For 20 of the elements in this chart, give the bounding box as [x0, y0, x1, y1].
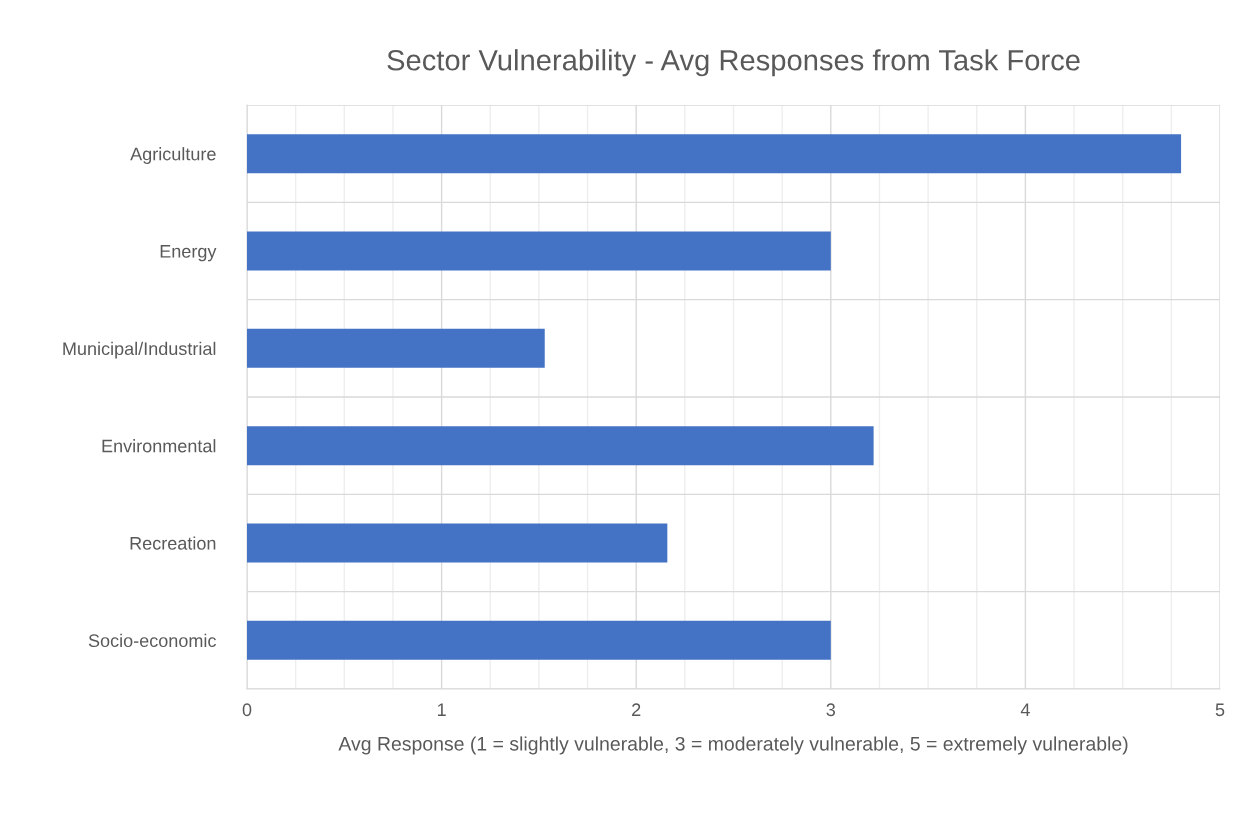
bar [247, 426, 874, 466]
x-tick-label: 5 [1215, 703, 1225, 717]
bar [247, 523, 668, 563]
bar [247, 328, 545, 368]
x-axis-title: Avg Response (1 = slightly vulnerable, 3 = moderately vulnerable, 5 = extremely vulnerable) [338, 736, 1128, 755]
x-tick-label: 2 [632, 703, 641, 716]
x-tick-label: 0 [242, 703, 252, 717]
bar [247, 620, 831, 660]
y-tick-label: Municipal/Industrial [63, 341, 216, 359]
x-tick-label: 4 [1020, 703, 1030, 716]
y-tick-label: Agriculture [130, 147, 216, 164]
bar [247, 134, 1182, 174]
bar [247, 231, 831, 271]
x-tick-label: 3 [826, 703, 836, 717]
chart-title: Sector Vulnerability - Avg Responses from Task Force [387, 49, 1080, 77]
y-tick-label: Recreation [130, 536, 216, 550]
y-tick-label: Energy [160, 245, 217, 262]
x-tick-label: 1 [437, 703, 446, 716]
y-tick-label: Environmental [102, 439, 216, 453]
y-tick-label: Socio-economic [88, 633, 216, 648]
